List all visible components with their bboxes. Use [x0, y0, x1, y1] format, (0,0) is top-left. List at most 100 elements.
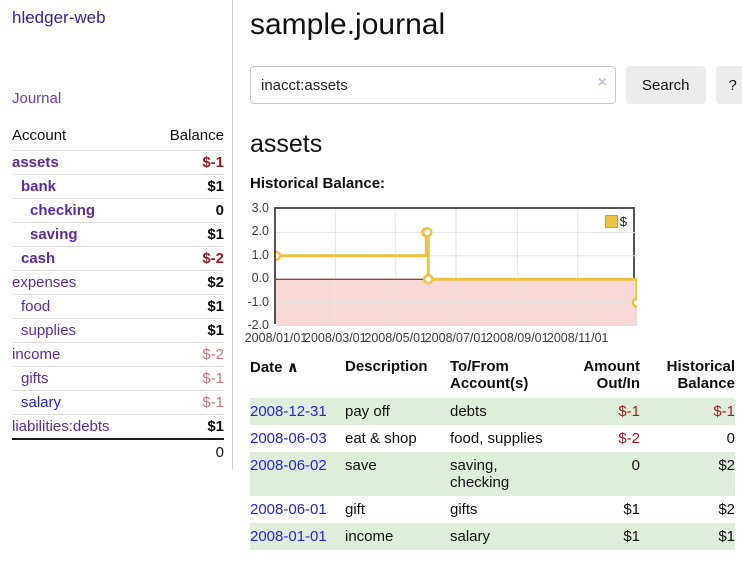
account-balance: $1: [148, 414, 224, 439]
search-form: × Search ?: [250, 66, 742, 104]
y-axis-tick-label: 1.0: [251, 247, 269, 262]
register-row: 2008-06-02 save saving, checking 0 $2: [250, 452, 735, 496]
accounts-total-value: 0: [148, 438, 224, 465]
sidebar: hledger-web Journal Account Balance asse…: [0, 0, 233, 469]
clear-search-icon[interactable]: ×: [597, 74, 607, 91]
chart-heading: Historical Balance:: [250, 175, 386, 192]
y-axis-tick-label: 0.0: [251, 271, 269, 286]
transaction-date-link[interactable]: 2008-01-01: [250, 528, 327, 545]
account-link[interactable]: salary: [21, 394, 62, 411]
account-row: salary $-1: [12, 390, 224, 415]
account-balance: $-1: [148, 366, 224, 391]
accounts-header-balance: Balance: [169, 127, 224, 144]
account-row: income $-2: [12, 342, 224, 367]
chart-canvas[interactable]: [276, 209, 637, 326]
account-link[interactable]: gifts: [21, 370, 49, 387]
register-cell-accounts: saving, checking: [450, 457, 510, 491]
account-link[interactable]: saving: [30, 226, 78, 243]
register-header-amount: Amount Out/In: [583, 358, 640, 392]
account-balance: $1: [148, 318, 224, 343]
account-row: cash $-2: [12, 246, 224, 271]
register-header-row: Date ∧ Description To/From Account(s) Am…: [250, 356, 735, 398]
account-link[interactable]: checking: [30, 202, 96, 219]
legend-label: $: [619, 214, 627, 229]
app-title-link[interactable]: hledger-web: [12, 8, 106, 27]
register-cell-amount: $-2: [618, 430, 640, 447]
register-cell-description: eat & shop: [345, 430, 417, 447]
account-link[interactable]: cash: [21, 250, 56, 267]
main-content: sample.journal × Search ? assets Histori…: [233, 0, 742, 550]
sort-ascending-icon: ∧: [286, 359, 299, 376]
account-link[interactable]: supplies: [21, 322, 77, 339]
register-cell-amount: 0: [631, 457, 640, 474]
x-axis-tick-label: 2008/01/01: [244, 331, 308, 345]
help-button[interactable]: ?: [715, 66, 742, 104]
transaction-date-link[interactable]: 2008-06-03: [250, 430, 327, 447]
account-balance: $1: [148, 222, 224, 247]
y-axis-tick-label: 3.0: [251, 201, 269, 215]
account-balance: $-2: [148, 342, 224, 367]
account-row: assets $-1: [12, 150, 224, 175]
page-title: sample.journal: [250, 8, 446, 41]
transaction-date-link[interactable]: 2008-06-01: [250, 501, 327, 518]
account-row: supplies $1: [12, 318, 224, 343]
register-cell-balance: $-1: [713, 403, 735, 420]
account-balance: $-1: [148, 390, 224, 415]
register-cell-accounts: gifts: [450, 501, 478, 518]
register-cell-balance: $2: [718, 501, 735, 518]
account-link[interactable]: bank: [21, 178, 57, 195]
register-cell-description: pay off: [345, 403, 390, 420]
account-link[interactable]: liabilities:debts: [12, 418, 110, 435]
account-link[interactable]: assets: [12, 154, 59, 171]
legend-swatch-icon: [604, 215, 618, 228]
account-link[interactable]: income: [12, 346, 61, 363]
account-row: gifts $-1: [12, 366, 224, 391]
account-row: checking 0: [12, 198, 224, 223]
account-row: bank $1: [12, 174, 224, 199]
transaction-date-link[interactable]: 2008-12-31: [250, 403, 327, 420]
register-cell-accounts: salary: [450, 528, 491, 545]
search-input[interactable]: [250, 66, 616, 104]
accounts-header-account: Account: [12, 127, 67, 144]
x-axis-tick-label: 2008/09/01: [486, 331, 549, 345]
y-axis-tick-label: -2.0: [247, 318, 269, 332]
account-row: food $1: [12, 294, 224, 319]
x-axis-tick-label: 2008/03/01: [304, 331, 367, 345]
account-heading: assets: [250, 130, 323, 158]
register-cell-balance: 0: [726, 430, 735, 447]
account-balance: 0: [148, 198, 224, 223]
account-link[interactable]: expenses: [12, 274, 77, 291]
transaction-date-link[interactable]: 2008-06-02: [250, 457, 327, 474]
accounts-table: Account Balance assets $-1 bank $1 checking 0…: [12, 123, 224, 465]
balance-chart[interactable]: $ 3.0 2.0 1.0 0.0 -1.0 -2.0 2008/01/01 2008/03/…: [245, 201, 637, 345]
account-row: expenses $2: [12, 270, 224, 295]
account-balance: $-2: [148, 246, 224, 271]
sidebar-item-journal[interactable]: Journal: [12, 90, 62, 107]
register-header-date[interactable]: Date ∧: [250, 359, 299, 376]
register-header-accounts: To/From Account(s): [450, 358, 529, 392]
accounts-total-row: 0: [12, 438, 224, 465]
search-button[interactable]: Search: [626, 66, 706, 104]
x-axis-tick-label: 2008/11/01: [546, 331, 609, 345]
register-row: 2008-06-01 gift gifts $1 $2: [250, 496, 735, 523]
account-row: liabilities:debts $1: [12, 414, 224, 439]
register-cell-description: save: [345, 457, 377, 474]
x-axis-tick-label: 2008/07/01: [424, 331, 488, 345]
register-header-description: Description: [345, 358, 428, 375]
y-axis-tick-label: -1.0: [247, 294, 269, 309]
register-row: 2008-06-03 eat & shop food, supplies $-2 0: [250, 425, 735, 452]
account-row: saving $1: [12, 222, 224, 247]
register-cell-accounts: debts: [450, 403, 487, 420]
account-balance: $1: [148, 174, 224, 199]
register-cell-amount: $1: [623, 528, 640, 545]
account-balance: $1: [148, 294, 224, 319]
account-balance: $-1: [148, 150, 224, 175]
register-cell-description: income: [345, 528, 394, 545]
y-axis-tick-label: 2.0: [251, 224, 269, 239]
chart-legend: $: [604, 214, 627, 229]
account-link[interactable]: food: [21, 298, 51, 315]
register-header-balance: Historical Balance: [666, 358, 735, 392]
account-balance: $2: [148, 270, 224, 295]
register-cell-amount: $1: [623, 501, 640, 518]
register-row: 2008-01-01 income salary $1 $1: [250, 523, 735, 550]
